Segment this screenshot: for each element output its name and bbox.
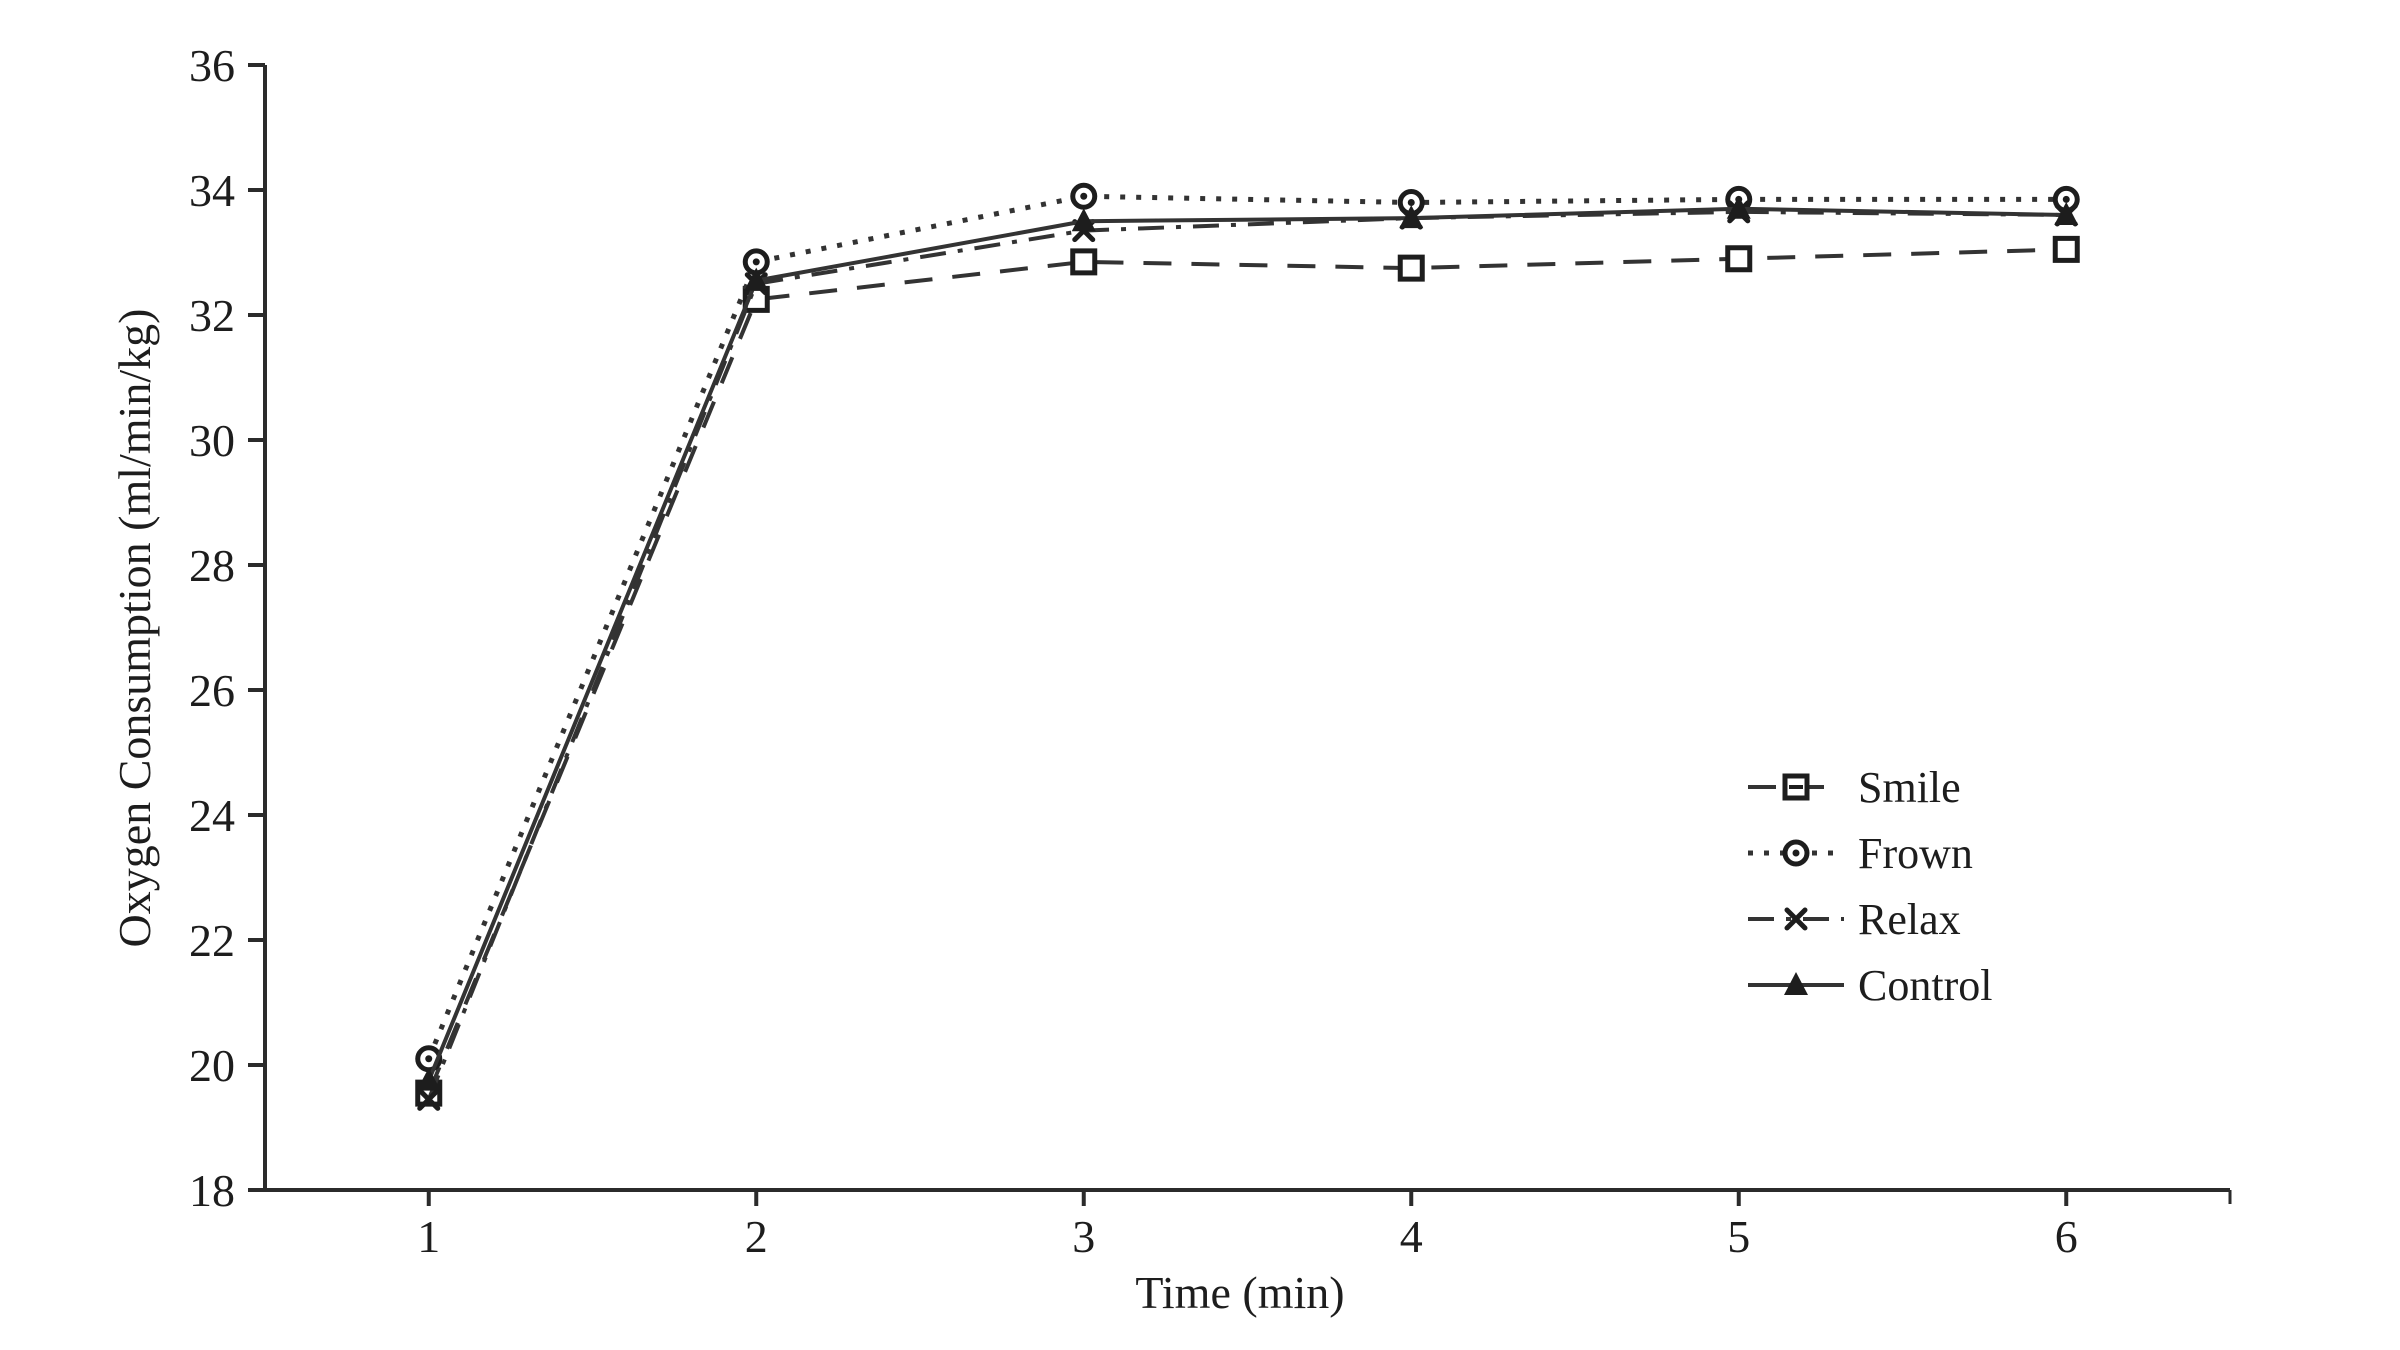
legend-item-label: Smile bbox=[1858, 763, 1961, 812]
y-tick-label: 36 bbox=[189, 40, 235, 91]
axes-lines bbox=[263, 65, 2230, 1192]
triangle-marker-icon bbox=[1784, 972, 1808, 995]
x-tick-label: 3 bbox=[1072, 1211, 1095, 1262]
y-tick-label: 26 bbox=[189, 665, 235, 716]
triangle-marker-icon bbox=[416, 1067, 441, 1091]
legend-item-label: Control bbox=[1858, 961, 1992, 1010]
x-axis: 1 2 3 4 5 6 bbox=[417, 1190, 2232, 1262]
series-line bbox=[426, 247, 2067, 1094]
square-marker-icon bbox=[2052, 235, 2080, 263]
series-line bbox=[426, 206, 2067, 1082]
y-axis-title: Oxygen Consumption (ml/min/kg) bbox=[109, 309, 160, 948]
legend-item-relax: Relax bbox=[1748, 895, 1961, 944]
y-tick-label: 34 bbox=[189, 165, 235, 216]
series-smile bbox=[415, 235, 2080, 1107]
x-tick-label: 6 bbox=[2055, 1211, 2078, 1262]
x-marker-icon bbox=[417, 1087, 441, 1111]
square-marker-icon bbox=[1725, 245, 1753, 273]
y-tick-label: 22 bbox=[189, 915, 235, 966]
circle-marker-dot-icon bbox=[1407, 199, 1415, 206]
y-tick-label: 18 bbox=[189, 1165, 235, 1216]
y-tick-label: 20 bbox=[189, 1040, 235, 1091]
legend-item-control: Control bbox=[1748, 961, 1992, 1010]
legend-item-smile: Smile bbox=[1748, 763, 1961, 812]
square-marker-icon bbox=[1070, 248, 1098, 276]
x-tick-label: 1 bbox=[417, 1211, 440, 1262]
x-tick-label: 2 bbox=[745, 1211, 768, 1262]
legend-item-frown: Frown bbox=[1748, 829, 1973, 878]
circle-marker-dot-icon bbox=[425, 1055, 433, 1063]
series-relax bbox=[417, 200, 2078, 1111]
circle-marker-dot-icon bbox=[1792, 849, 1800, 857]
series-line bbox=[426, 209, 2067, 1101]
x-marker-icon bbox=[1784, 907, 1808, 931]
triangle-marker-icon bbox=[2054, 202, 2079, 225]
x-tick-label: 5 bbox=[1727, 1211, 1750, 1262]
circle-marker-dot-icon bbox=[2062, 195, 2070, 203]
x-axis-title: Time (min) bbox=[1135, 1267, 1344, 1318]
square-marker-icon bbox=[1397, 254, 1425, 282]
series-line bbox=[426, 193, 2067, 1060]
series-frown bbox=[415, 182, 2080, 1073]
triangle-marker-icon bbox=[1726, 195, 1751, 219]
y-axis: 18 20 22 24 26 28 30 32 34 36 bbox=[189, 40, 265, 1216]
y-tick-label: 28 bbox=[189, 540, 235, 591]
legend-item-label: Relax bbox=[1858, 895, 1961, 944]
y-tick-label: 32 bbox=[189, 290, 235, 341]
y-tick-label: 30 bbox=[189, 415, 235, 466]
triangle-marker-icon bbox=[1399, 205, 1424, 229]
circle-marker-dot-icon bbox=[752, 258, 760, 266]
circle-marker-dot-icon bbox=[1080, 192, 1088, 200]
x-tick-label: 4 bbox=[1400, 1211, 1423, 1262]
legend-item-label: Frown bbox=[1858, 829, 1973, 878]
triangle-marker-icon bbox=[1071, 208, 1096, 232]
series-control bbox=[416, 195, 2079, 1091]
legend: Smile Frown Relax Control bbox=[1748, 763, 1992, 1010]
triangle-marker-icon bbox=[744, 267, 769, 291]
y-tick-label: 24 bbox=[189, 790, 235, 841]
